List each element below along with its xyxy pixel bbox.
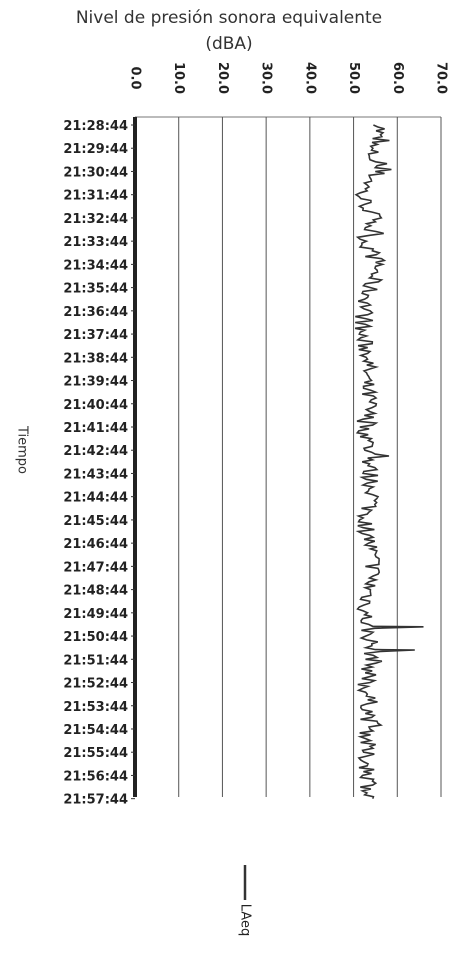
chart-title-line2: (dBA) [205,34,253,54]
time-tick-label: 21:56:44 [63,769,128,784]
series-lines [354,124,424,799]
time-tick-label: 21:39:44 [63,375,128,390]
time-tick-label: 21:57:44 [63,793,128,808]
chart-title-line1: Nivel de presión sonora equivalente [75,8,383,28]
time-tick-label: 21:40:44 [63,398,128,413]
time-tick-label: 21:32:44 [63,212,128,227]
time-tick-label: 21:54:44 [63,723,128,738]
time-tick-label: 21:37:44 [63,328,128,343]
value-tick-label: 10.0 [171,62,186,94]
time-tick-label: 21:44:44 [63,491,128,506]
time-tick-label: 21:31:44 [63,189,128,204]
time-tick-label: 21:53:44 [63,700,128,715]
time-tick-label: 21:52:44 [63,677,128,692]
time-tick-label: 21:28:44 [63,119,128,134]
time-tick-label: 21:45:44 [63,514,128,529]
time-tick-label: 21:55:44 [63,746,128,761]
value-axis-ticks: 0.0 10.0 20.0 30.0 40.0 50.0 60.0 70.0 [128,62,449,94]
time-tick-label: 21:29:44 [63,142,128,157]
x-axis-label: Tiempo [15,425,30,474]
series-laeq-line [354,124,424,799]
time-tick-label: 21:41:44 [63,421,128,436]
time-tick-label: 21:47:44 [63,560,128,575]
time-tick-label: 21:35:44 [63,282,128,297]
value-tick-label: 40.0 [302,62,317,94]
time-tick-label: 21:46:44 [63,537,128,552]
time-axis-ticks: 21:28:44 21:29:44 21:30:44 21:31:44 21:32:44… [63,119,135,808]
time-tick-label: 21:34:44 [63,258,128,273]
time-tick-label: 21:51:44 [63,653,128,668]
time-tick-label: 21:48:44 [63,584,128,599]
value-tick-label: 50.0 [346,62,361,94]
value-tick-label: 30.0 [259,62,274,94]
value-tick-label: 70.0 [434,62,449,94]
gridlines [133,116,442,797]
time-tick-label: 21:33:44 [63,235,128,250]
time-tick-label: 21:36:44 [63,305,128,320]
value-tick-label: 60.0 [390,62,405,94]
time-tick-label: 21:49:44 [63,607,128,622]
time-tick-label: 21:43:44 [63,467,128,482]
time-tick-label: 21:42:44 [63,444,128,459]
time-tick-label: 21:50:44 [63,630,128,645]
time-tick-label: 21:38:44 [63,351,128,366]
value-tick-label: 20.0 [215,62,230,94]
value-tick-label: 0.0 [128,66,143,89]
legend: LAeq [238,865,253,936]
time-tick-label: 21:30:44 [63,165,128,180]
legend-label-laeq: LAeq [238,904,253,936]
